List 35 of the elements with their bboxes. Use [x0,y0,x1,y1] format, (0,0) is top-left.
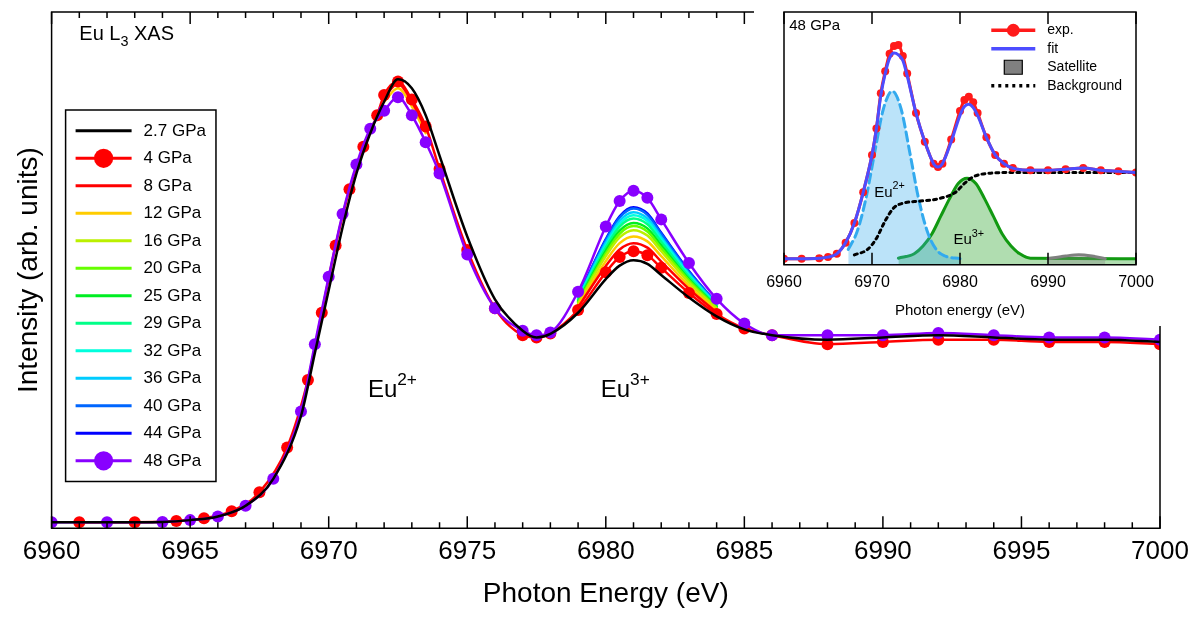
legend-label: Background [1047,76,1122,93]
legend-label: 4 GPa [143,148,193,168]
legend-label: 36 GPa [143,368,202,388]
text: 48 GPa [789,15,841,33]
x-tick-label: 6995 [992,534,1051,565]
legend-label: 40 GPa [143,395,202,415]
x-tick-label: 6960 [22,534,81,565]
x-tick-label: 6975 [438,534,497,565]
legend-label: 32 GPa [143,340,202,360]
legend-label: 2.7 GPa [143,120,207,140]
x-tick-label: 6980 [942,272,978,290]
legend-label: 20 GPa [143,258,202,278]
legend-label: Satellite [1047,58,1098,75]
legend-label: 25 GPa [143,285,202,305]
x-tick-label: 6990 [853,534,912,565]
x-axis-title: Photon energy (eV) [894,301,1026,319]
x-axis-title: Photon Energy (eV) [482,576,729,608]
x-tick-label: 6960 [766,272,802,290]
y-axis-title: Intensity (arb. units) [11,147,43,394]
legend-label: 8 GPa [143,175,193,195]
x-tick-label: 6985 [715,534,774,565]
x-tick-label: 6980 [576,534,635,565]
x-tick-label: 6970 [299,534,358,565]
legend-label: 16 GPa [143,230,202,250]
legend-label: 29 GPa [143,313,202,333]
legend-label: fit [1047,39,1059,56]
x-tick-label: 7000 [1131,534,1189,565]
x-tick-label: 6970 [854,272,890,290]
x-tick-label: 6990 [1030,272,1066,290]
legend-label: 12 GPa [143,203,202,223]
x-tick-label: 7000 [1118,272,1154,290]
x-tick-label: 6965 [161,534,220,565]
legend-label: 48 GPa [143,450,202,470]
legend-label: 44 GPa [143,423,202,443]
legend-label: exp. [1047,21,1074,38]
